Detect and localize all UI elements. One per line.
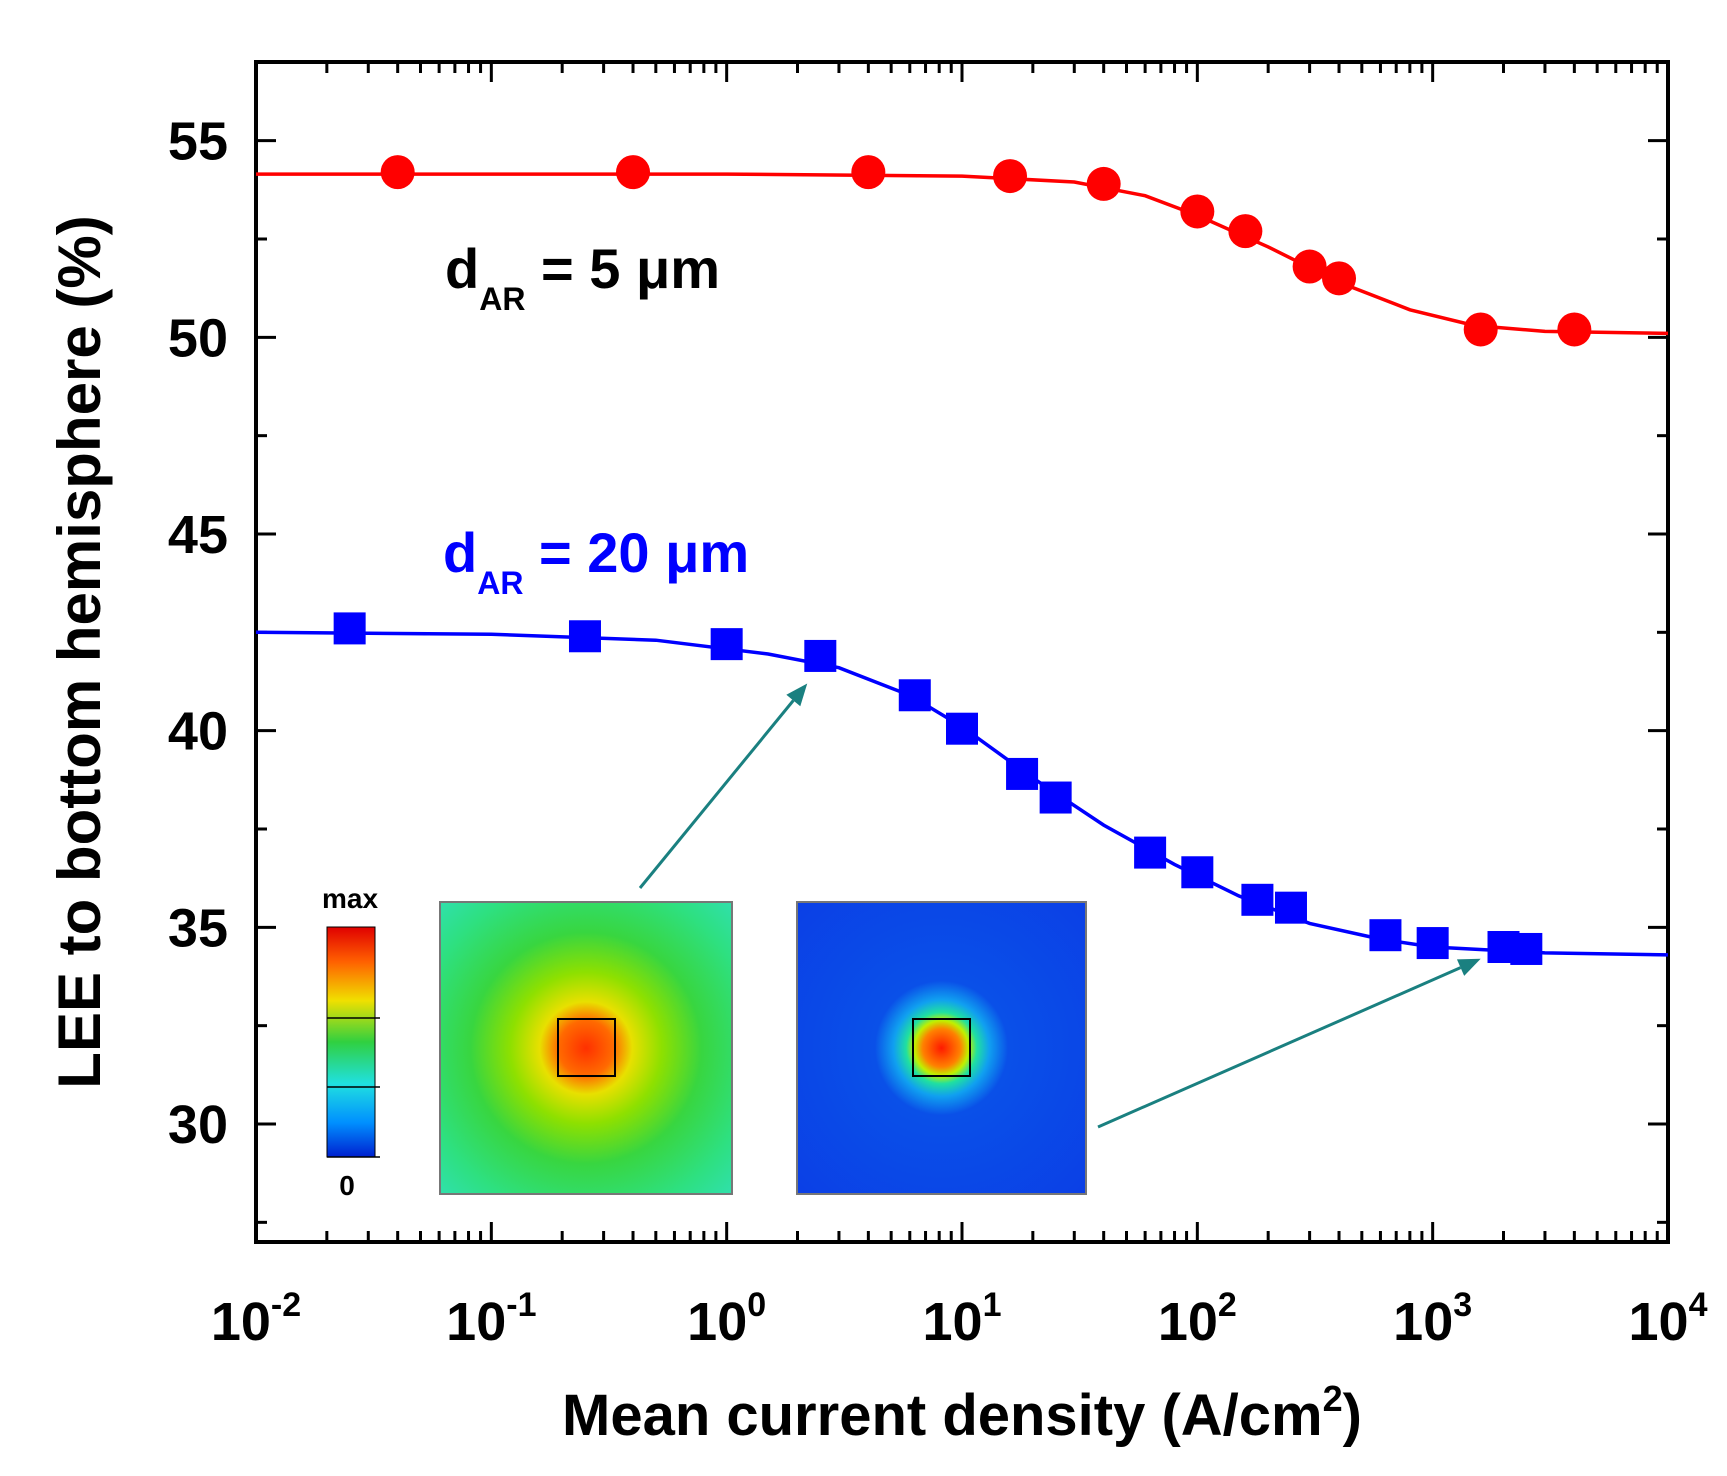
y-tick-label: 30 — [168, 1095, 228, 1155]
series-layer — [255, 155, 1669, 965]
arrow-line — [638, 699, 795, 889]
data-point — [946, 712, 978, 745]
x-tick-labels: 10-2 10-1 100 101 102 103 104 — [211, 1286, 1708, 1352]
data-point — [851, 155, 886, 190]
arrow-line — [1097, 966, 1462, 1129]
data-point — [898, 679, 931, 712]
y-tick-label: 35 — [168, 898, 228, 958]
data-point — [1181, 856, 1214, 889]
arrow-head — [786, 683, 808, 707]
inset-arrows — [638, 683, 1481, 1129]
data-point — [1274, 891, 1307, 924]
x-tick-label: 10-1 — [446, 1286, 536, 1352]
data-point — [1292, 249, 1327, 284]
y-tick-label: 55 — [168, 112, 228, 172]
series-label-20um: dAR = 20 μm — [443, 521, 749, 601]
data-point — [1322, 261, 1357, 296]
x-tick-label: 100 — [687, 1286, 766, 1352]
data-point — [710, 628, 743, 661]
data-point — [1241, 883, 1274, 916]
series-label-5um: dAR = 5 μm — [445, 237, 720, 317]
y-tick-labels: 30 35 40 45 50 55 — [168, 112, 228, 1155]
y-tick-label: 45 — [168, 505, 228, 565]
data-point — [616, 155, 651, 190]
x-tick-label: 102 — [1158, 1286, 1237, 1352]
colorbar-gradient — [326, 926, 376, 1158]
x-axis-title: Mean current density (A/cm2) — [562, 1378, 1362, 1448]
data-point — [1006, 757, 1039, 790]
y-tick-label: 50 — [168, 308, 228, 368]
data-point — [1557, 312, 1592, 347]
y-axis-title: LEE to bottom hemisphere (%) — [46, 215, 113, 1088]
x-tick-label: 104 — [1629, 1286, 1708, 1352]
data-point — [333, 612, 366, 645]
data-point — [1134, 836, 1167, 869]
data-point — [1180, 194, 1215, 229]
data-point — [380, 155, 415, 190]
data-point — [1086, 166, 1121, 201]
arrow-head — [1456, 958, 1481, 976]
data-point — [1463, 312, 1498, 347]
data-point — [1039, 781, 1072, 814]
colorbar-max-label: max — [322, 883, 378, 914]
data-point — [568, 620, 601, 653]
data-point — [1228, 214, 1263, 249]
colorbar-min-label: 0 — [339, 1170, 355, 1201]
x-tick-label: 101 — [923, 1286, 1002, 1352]
data-point — [1416, 927, 1449, 960]
data-point — [1510, 932, 1543, 965]
x-tick-label: 103 — [1393, 1286, 1472, 1352]
x-tick-label: 10-2 — [211, 1286, 301, 1352]
current-density-map-low — [439, 901, 733, 1195]
data-point — [993, 159, 1028, 194]
data-point — [1369, 919, 1402, 952]
colorbar: max 0 — [322, 883, 380, 1201]
data-point — [804, 639, 837, 672]
current-density-map-high — [796, 901, 1087, 1195]
y-tick-label: 40 — [168, 702, 228, 762]
